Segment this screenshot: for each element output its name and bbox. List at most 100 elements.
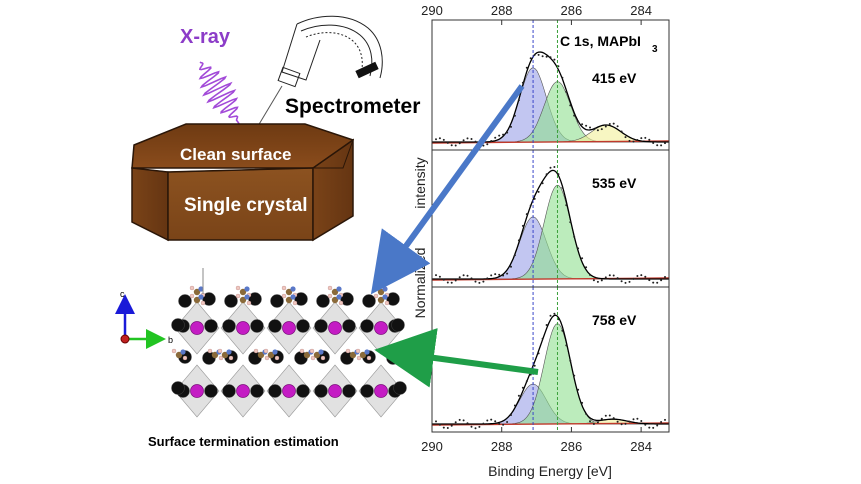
hydrogen-atom (235, 293, 241, 299)
data-point (624, 136, 627, 139)
iodine-atom (171, 318, 185, 332)
data-point (581, 123, 584, 126)
background-line (431, 277, 670, 281)
data-point (604, 276, 607, 279)
x-tick-label: 284 (630, 439, 652, 454)
iodine-atom (204, 319, 218, 333)
data-point (612, 417, 615, 420)
iodine-atom (171, 381, 185, 395)
iodine-atom (360, 319, 374, 333)
hydrogen-atom (263, 348, 269, 354)
nitrogen-atom (336, 294, 342, 300)
data-point (589, 420, 591, 423)
data-point (458, 418, 461, 421)
nitrogen-atom (336, 286, 342, 292)
data-point (541, 55, 544, 58)
iodine-atom (222, 319, 236, 333)
fit-component-2 (432, 323, 669, 425)
iodine-atom (250, 319, 264, 333)
nitrogen-atom (364, 349, 370, 355)
hydrogen-atom (189, 293, 195, 299)
iodine-atom (222, 384, 236, 398)
hydrogen-atom (264, 355, 270, 361)
lead-atom (190, 321, 204, 335)
data-point (506, 131, 509, 134)
clean-surface-label: Clean surface (180, 145, 292, 164)
data-point (462, 274, 465, 277)
carbon-atom (303, 351, 311, 359)
nitrogen-atom (198, 286, 204, 292)
data-point (442, 426, 445, 429)
hydrogen-atom (171, 348, 177, 354)
x-tick-label: 290 (421, 439, 443, 454)
nitrogen-atom (382, 294, 388, 300)
data-point (474, 280, 477, 283)
carbon-atom (377, 296, 385, 304)
data-point (466, 422, 469, 425)
data-point (498, 273, 501, 276)
data-point (498, 134, 501, 137)
iodine-atom (268, 384, 282, 398)
carbon-atom (331, 296, 339, 304)
hydrogen-atom (217, 348, 223, 354)
data-point (652, 281, 655, 284)
data-point (510, 265, 512, 268)
data-point (482, 280, 485, 283)
spectrometer-detector (355, 61, 379, 79)
data-point (628, 280, 631, 283)
data-point (577, 120, 580, 123)
data-point (494, 136, 497, 139)
data-point (482, 144, 485, 147)
lead-atom (282, 321, 296, 335)
xray-beam (198, 61, 244, 131)
hydrogen-atom (182, 355, 188, 361)
nitrogen-atom (244, 286, 250, 292)
x-tick-label-top: 284 (630, 3, 652, 18)
data-point (569, 104, 572, 107)
iodine-atom (316, 294, 330, 308)
data-point (632, 418, 635, 421)
data-point (513, 404, 516, 407)
data-point (435, 138, 437, 141)
data-point (660, 421, 663, 423)
data-point (644, 423, 647, 426)
fit-component-2 (432, 81, 669, 143)
data-point (517, 239, 520, 242)
nitrogen-atom (226, 349, 232, 355)
spectrometer-analyzer (254, 15, 383, 132)
x-tick-label: 286 (561, 439, 583, 454)
carbon-atom (211, 351, 219, 359)
data-point (612, 122, 615, 125)
data-point (589, 273, 591, 276)
iodine-atom (314, 384, 328, 398)
data-point (502, 274, 505, 277)
data-point (652, 142, 655, 144)
carbon-atom (239, 296, 247, 304)
data-point (474, 140, 477, 143)
hydrogen-atom (391, 348, 397, 354)
data-point (656, 281, 659, 284)
iodine-atom (296, 384, 310, 398)
data-point (454, 279, 457, 282)
data-point (565, 90, 568, 93)
data-point (581, 257, 584, 260)
data-point (450, 281, 453, 284)
data-point (506, 421, 509, 423)
data-point (529, 204, 532, 207)
hydrogen-atom (246, 300, 252, 306)
single-crystal (131, 123, 354, 242)
background-line (431, 422, 670, 426)
data-point (529, 57, 532, 60)
carbon-atom (267, 351, 275, 359)
data-point (604, 125, 607, 128)
hydrogen-atom (373, 285, 379, 291)
data-point (604, 414, 607, 417)
data-point (553, 166, 556, 168)
data-point (486, 277, 489, 280)
data-point (656, 424, 659, 427)
data-point (438, 423, 441, 426)
axis-b-label: b (168, 335, 173, 345)
data-point (513, 254, 516, 257)
data-point (533, 197, 536, 200)
iodine-atom (250, 384, 264, 398)
